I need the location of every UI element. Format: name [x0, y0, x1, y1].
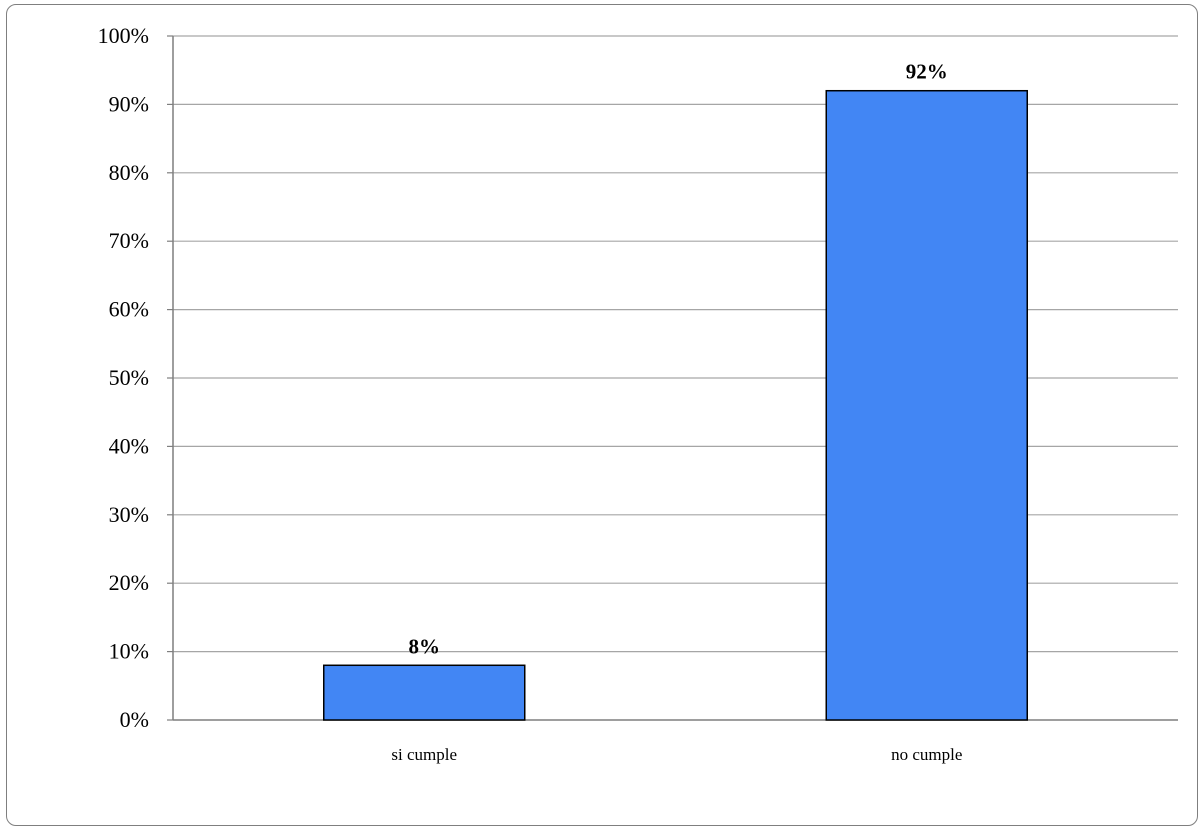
y-tick-label: 0%: [120, 707, 149, 732]
y-tick-label: 20%: [109, 570, 149, 595]
bars: [323, 89, 1028, 721]
data-label: 8%: [409, 634, 441, 658]
y-tick-label: 100%: [98, 23, 149, 48]
y-tick-label: 40%: [109, 433, 149, 458]
bar-no-cumple: [825, 89, 1028, 721]
y-tick-label: 90%: [109, 91, 149, 116]
data-label: 92%: [906, 60, 948, 84]
labels: 0% 10% 20% 30% 40% 50% 60% 70% 80% 90% 100% 8% si cu…: [98, 23, 963, 764]
y-tick-label: 10%: [109, 639, 149, 664]
x-category-label: si cumple: [391, 745, 457, 764]
y-tick-label: 70%: [109, 228, 149, 253]
y-tick-label: 80%: [109, 160, 149, 185]
bar-si-cumple: [323, 664, 526, 721]
x-category-label: no cumple: [891, 745, 962, 764]
y-tick-label: 50%: [109, 365, 149, 390]
y-tick-label: 60%: [109, 297, 149, 322]
y-tick-label: 30%: [109, 502, 149, 527]
